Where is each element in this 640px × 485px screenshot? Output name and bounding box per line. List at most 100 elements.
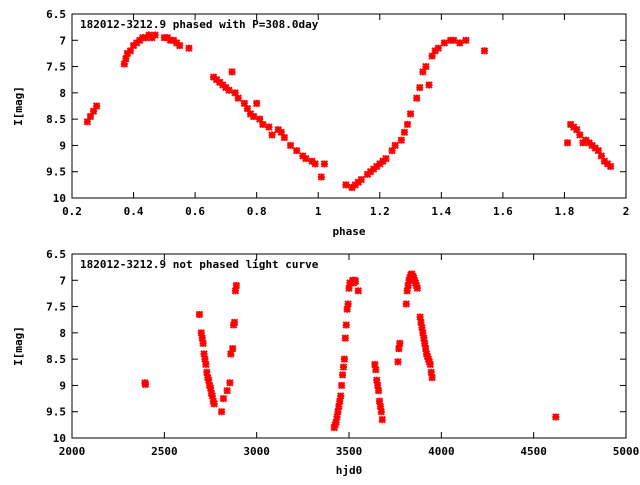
data-point-shape xyxy=(418,323,426,332)
data-point-shape xyxy=(199,339,207,348)
data-point xyxy=(397,136,406,144)
data-point xyxy=(337,381,346,390)
data-point xyxy=(403,287,411,295)
data-point xyxy=(340,355,349,363)
data-point xyxy=(376,402,385,411)
data-point xyxy=(339,363,348,371)
data-point-shape xyxy=(203,368,211,376)
data-point xyxy=(357,175,366,184)
data-point-shape xyxy=(417,318,425,327)
data-point-shape xyxy=(594,146,603,155)
data-point-shape xyxy=(226,379,234,387)
data-point-shape xyxy=(337,381,346,390)
data-point xyxy=(204,376,213,384)
x-tick-label: 4000 xyxy=(428,445,455,458)
data-point-shape xyxy=(552,413,560,421)
data-point-shape xyxy=(354,287,362,295)
data-point-shape xyxy=(440,39,449,47)
data-point xyxy=(428,52,436,60)
data-point xyxy=(394,358,402,366)
data-point xyxy=(198,334,206,342)
data-point xyxy=(230,318,239,327)
data-point xyxy=(374,386,383,395)
data-point xyxy=(345,284,353,292)
data-point-shape xyxy=(280,133,289,142)
y-tick-label: 7 xyxy=(59,274,66,287)
y-tick-label: 9 xyxy=(59,379,66,392)
data-point-shape xyxy=(227,350,235,358)
data-point xyxy=(225,86,233,94)
data-point xyxy=(351,277,360,286)
data-point xyxy=(449,36,458,44)
data-point-shape xyxy=(265,123,273,131)
data-point-shape xyxy=(201,355,209,363)
data-point-shape xyxy=(395,344,403,353)
data-point xyxy=(89,107,98,115)
data-point xyxy=(243,104,252,113)
data-point-shape xyxy=(391,141,399,150)
data-point xyxy=(126,47,135,55)
data-point-shape xyxy=(86,112,95,121)
data-point xyxy=(228,344,237,353)
data-point-shape xyxy=(202,360,210,369)
data-point xyxy=(417,318,425,327)
data-point xyxy=(563,139,572,147)
data-point-shape xyxy=(341,334,350,342)
data-point-shape xyxy=(563,139,572,147)
data-point xyxy=(573,125,581,134)
chart-title: 182012-3212.9 phased with P=308.0day xyxy=(80,18,319,31)
data-point xyxy=(416,83,424,92)
data-point xyxy=(416,313,424,321)
data-point xyxy=(576,131,584,139)
data-point-shape xyxy=(338,371,347,379)
data-point xyxy=(335,402,343,411)
data-point xyxy=(231,89,239,97)
data-point xyxy=(403,120,412,129)
data-point xyxy=(256,115,264,123)
y-tick-label: 8.5 xyxy=(46,353,66,366)
data-point-shape xyxy=(372,376,381,384)
data-point-shape xyxy=(606,162,615,171)
data-point xyxy=(378,415,386,424)
y-tick-label: 8 xyxy=(59,327,66,340)
data-point xyxy=(341,334,350,342)
data-point-shape xyxy=(480,47,489,55)
data-point xyxy=(141,380,150,389)
data-point xyxy=(206,384,215,392)
x-tick-label: 0.2 xyxy=(62,205,82,218)
x-tick-label: 3500 xyxy=(336,445,363,458)
x-tick-label: 2500 xyxy=(151,445,178,458)
data-point-shape xyxy=(234,94,242,102)
data-point xyxy=(151,31,159,39)
data-point-shape xyxy=(339,363,348,371)
data-point xyxy=(419,68,427,76)
data-point xyxy=(208,392,217,400)
data-point-shape xyxy=(286,141,295,150)
data-point xyxy=(185,44,193,52)
data-point xyxy=(428,373,436,382)
data-point-shape xyxy=(416,83,424,92)
data-point xyxy=(232,281,241,290)
data-point-shape xyxy=(120,60,129,68)
data-point xyxy=(234,94,242,102)
data-point-shape xyxy=(336,397,344,405)
data-point xyxy=(400,128,409,136)
data-point-shape xyxy=(204,376,213,384)
data-point xyxy=(336,397,344,405)
data-point xyxy=(382,154,390,163)
plot-frame xyxy=(71,13,627,199)
data-point-shape xyxy=(573,125,581,134)
data-point xyxy=(334,408,342,416)
data-point xyxy=(86,112,95,121)
data-point-shape xyxy=(317,173,326,181)
data-point-shape xyxy=(345,284,353,292)
y-tick-label: 7.5 xyxy=(46,301,66,314)
data-point-shape xyxy=(382,154,390,163)
data-point xyxy=(418,323,426,332)
data-point-shape xyxy=(420,334,428,342)
data-point-shape xyxy=(259,120,267,129)
data-point-shape xyxy=(232,281,241,290)
data-point xyxy=(456,39,464,47)
data-point xyxy=(317,173,326,181)
y-axis-title: I[mag] xyxy=(12,326,25,366)
